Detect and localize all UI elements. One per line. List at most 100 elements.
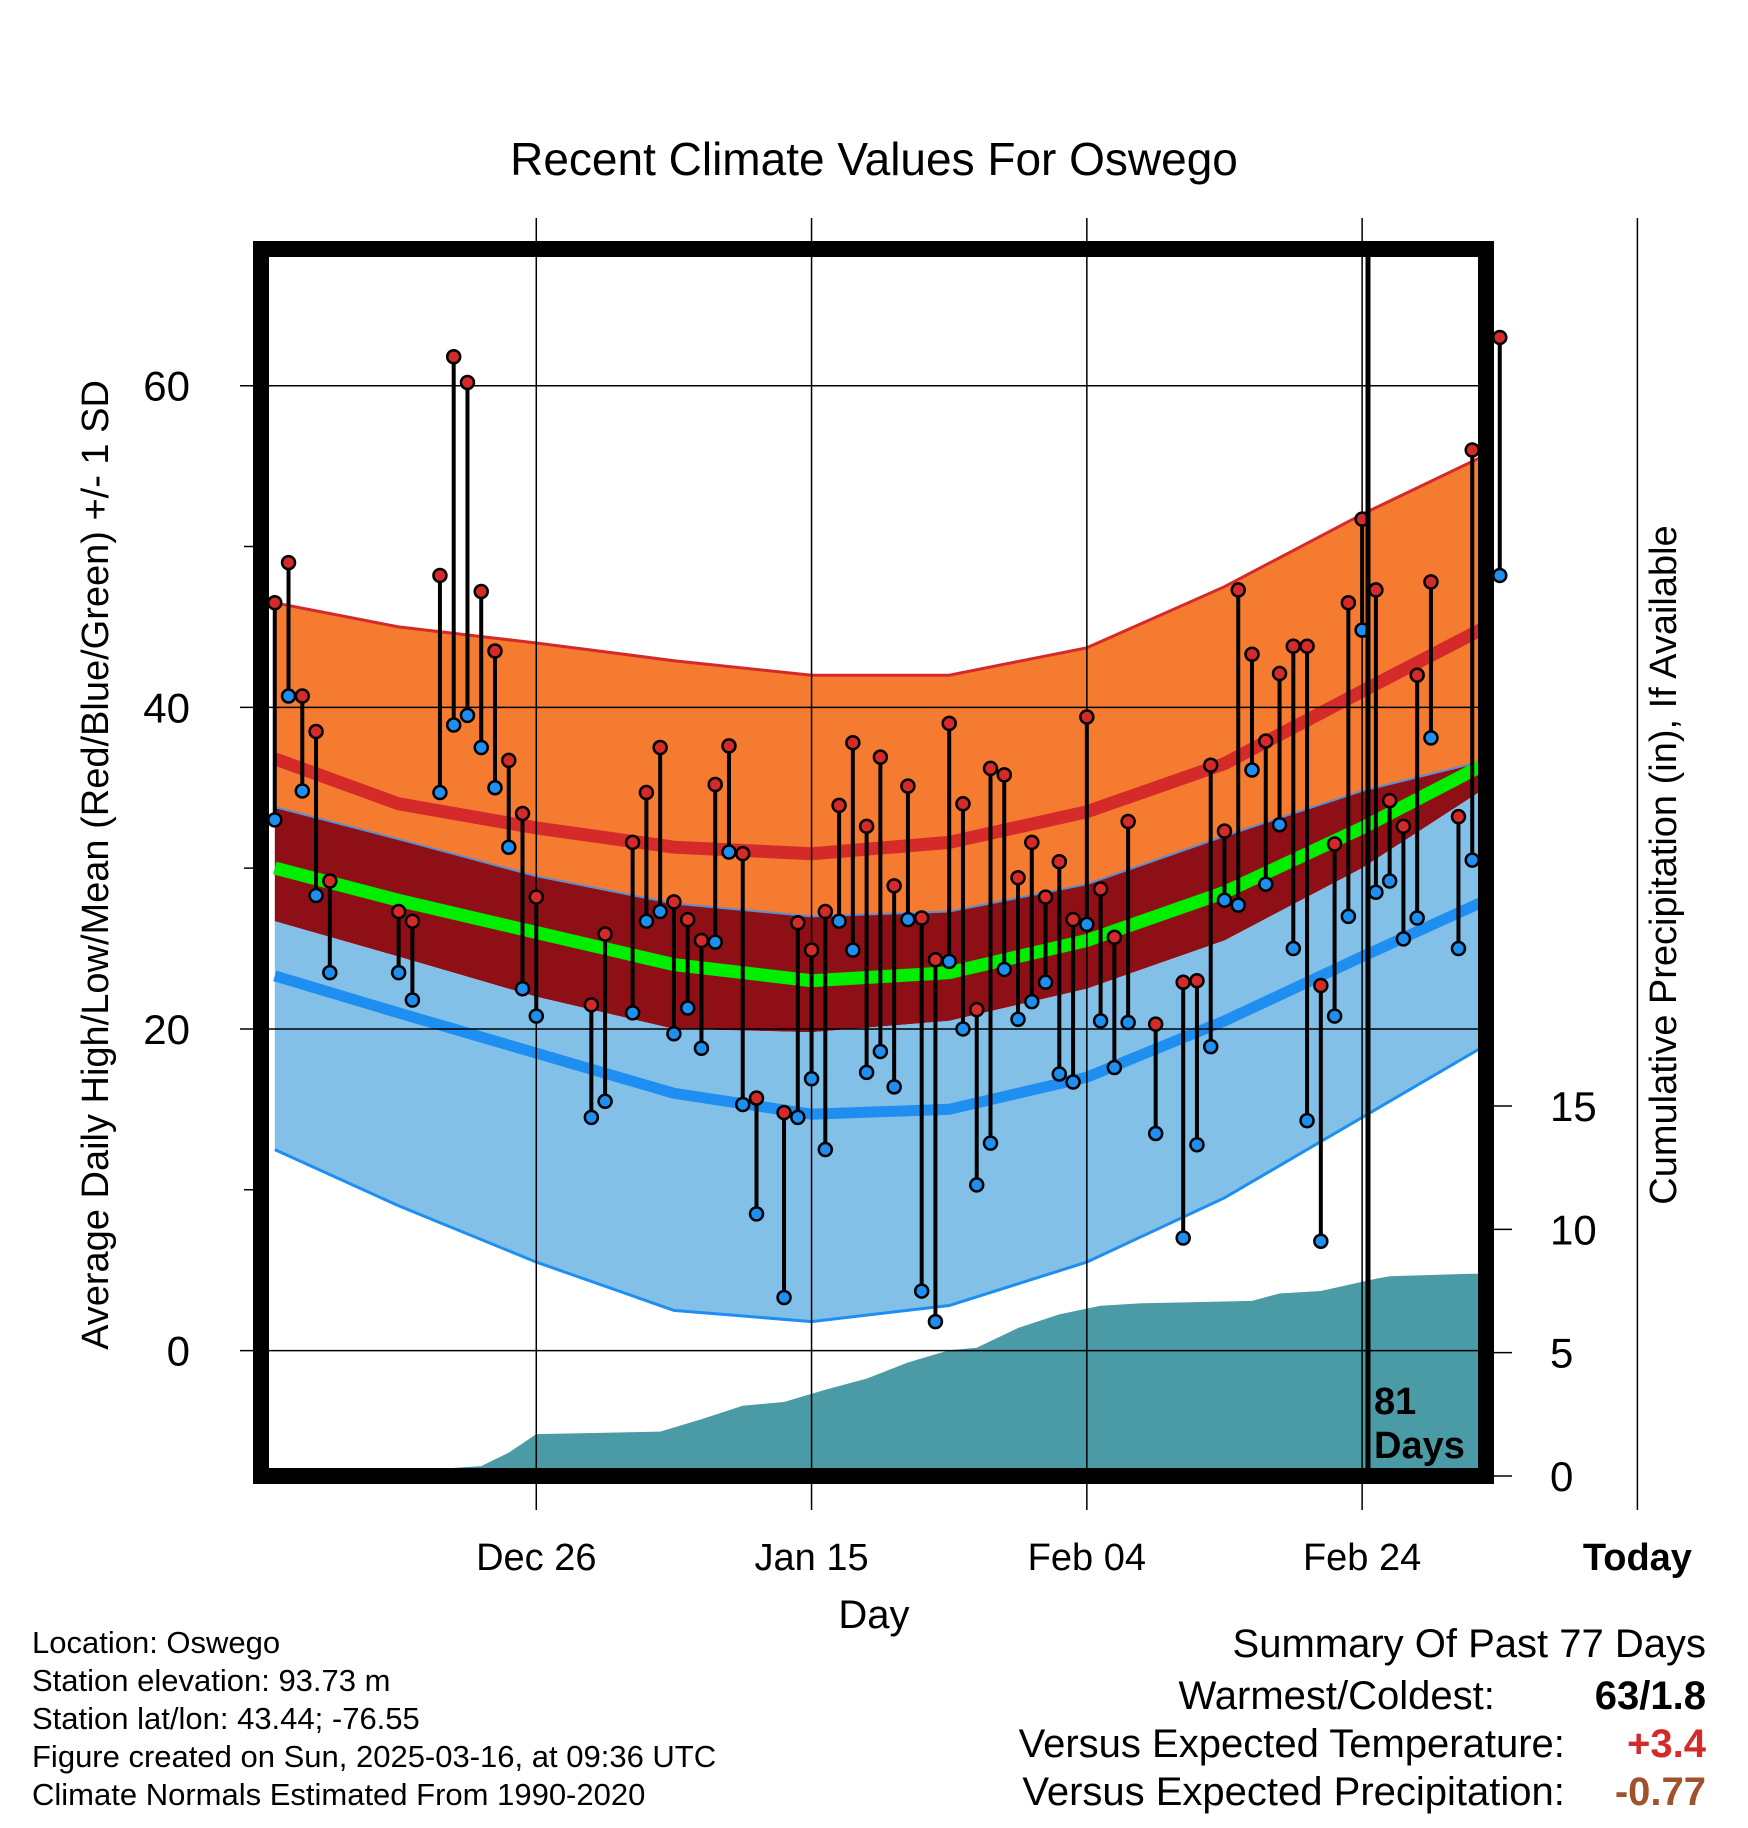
high-temp-point [748, 1090, 765, 1106]
high-temp-point [1037, 889, 1054, 905]
observation-day [679, 911, 696, 1016]
low-temp-point [432, 784, 448, 801]
high-temp-point [1216, 823, 1233, 839]
high-temp-point [267, 595, 283, 611]
high-temp-point [445, 348, 462, 365]
high-temp-point [817, 903, 834, 920]
low-mean-line [273, 895, 1486, 1120]
location-text: Location: Oswego [32, 1625, 281, 1660]
observation-day [390, 903, 407, 981]
observation-day [638, 784, 655, 929]
observation-day [597, 926, 613, 1110]
high-temp-point [1120, 813, 1136, 830]
high-temp-point [721, 738, 737, 754]
low-temp-point [679, 1000, 696, 1016]
x-tick-label: Jan 15 [755, 1537, 869, 1579]
observation-day [845, 734, 861, 958]
x-axis-label: Day [838, 1593, 909, 1637]
high-temp-point [487, 643, 503, 659]
observation-day [968, 1001, 985, 1193]
low-temp-point [1271, 816, 1288, 833]
precipitation-fill [274, 1273, 1486, 1476]
observation-day [267, 595, 283, 828]
observation-day [1202, 757, 1219, 1055]
y-axis-right-label: Cumulative Precipitation (in), If Availa… [1643, 525, 1685, 1204]
high-temp-point [1106, 929, 1123, 946]
observation-day [1299, 638, 1315, 1129]
latlon-text: Station lat/lon: 43.44; -76.55 [32, 1701, 420, 1736]
high-temp-point [1395, 818, 1412, 835]
observation-day [459, 374, 476, 724]
low-temp-point [487, 779, 503, 796]
low-temp-point [858, 1064, 875, 1081]
observation-day [514, 805, 531, 997]
high-temp-point [872, 749, 889, 765]
low-temp-point [322, 964, 338, 981]
high-temp-point [968, 1001, 985, 1018]
observation-day [1065, 911, 1081, 1090]
observation-day [652, 739, 668, 920]
high-temp-point [1189, 972, 1205, 989]
low-temp-point [390, 964, 407, 981]
observation-day [693, 932, 710, 1056]
observation-day [1423, 574, 1439, 746]
high-temp-point [1313, 977, 1329, 994]
high-temp-point [528, 889, 545, 905]
low-temp-point [652, 903, 668, 920]
low-temp-point [927, 1313, 944, 1330]
low-temp-point [831, 913, 847, 929]
low-temp-point [280, 688, 297, 704]
high-temp-point [1381, 792, 1398, 809]
observation-day [1010, 870, 1026, 1028]
low-temp-point [445, 717, 462, 733]
observation-day [1189, 972, 1205, 1153]
normals-text: Climate Normals Estimated From 1990-2020 [32, 1777, 646, 1812]
high-temp-point [652, 739, 668, 756]
low-temp-point [1037, 974, 1054, 991]
observation-day [501, 752, 517, 855]
warmest-coldest-value: 63/1.8 [1594, 1674, 1706, 1718]
high-temp-point [707, 776, 723, 793]
observation-day [445, 348, 462, 733]
observation-day [776, 1104, 792, 1306]
low-temp-point [1010, 1011, 1026, 1028]
summary-title: Summary Of Past 77 Days [1232, 1622, 1706, 1666]
y-tick-label: 0 [167, 1328, 190, 1375]
y-right-tick-label: 10 [1550, 1206, 1597, 1253]
high-temp-point [473, 583, 489, 600]
warmest-coldest-row: Warmest/Coldest: 63/1.8 [1179, 1674, 1707, 1719]
low-temp-point [638, 913, 655, 929]
low-temp-point [941, 953, 957, 970]
observation-day [280, 554, 297, 704]
low-lower-edge [274, 1043, 1486, 1324]
high-temp-point [280, 554, 297, 571]
observation-day [1147, 1016, 1164, 1142]
y-right-tick-label: 5 [1550, 1330, 1573, 1377]
observation-day [1258, 733, 1274, 892]
high-temp-point [514, 805, 531, 822]
high-temp-point [666, 894, 682, 910]
high-temp-point [955, 796, 971, 812]
x-axis: Dec 26 Jan 15 Feb 04 Feb 24 Today [476, 1537, 1692, 1579]
low-temp-point [1106, 1059, 1123, 1076]
low-temp-point [1395, 931, 1412, 947]
grid-lines [240, 218, 1639, 1510]
observation-day [748, 1090, 765, 1222]
high-temp-point [982, 760, 999, 777]
low-temp-point [597, 1093, 613, 1110]
low-temp-point [900, 911, 916, 928]
observation-day [1395, 818, 1412, 947]
low-temp-point [1216, 892, 1233, 909]
high-temp-point [308, 723, 324, 740]
low-temp-point [294, 783, 311, 799]
low-temp-point [514, 980, 531, 997]
observation-day [1340, 595, 1357, 925]
low-temp-point [872, 1043, 889, 1060]
observation-day [955, 796, 971, 1037]
low-temp-point [624, 1005, 641, 1021]
observation-day [322, 873, 338, 981]
observation-day [1024, 834, 1040, 1010]
observation-day [308, 723, 324, 904]
low-temp-point [982, 1135, 999, 1151]
low-temp-point [1492, 567, 1508, 584]
